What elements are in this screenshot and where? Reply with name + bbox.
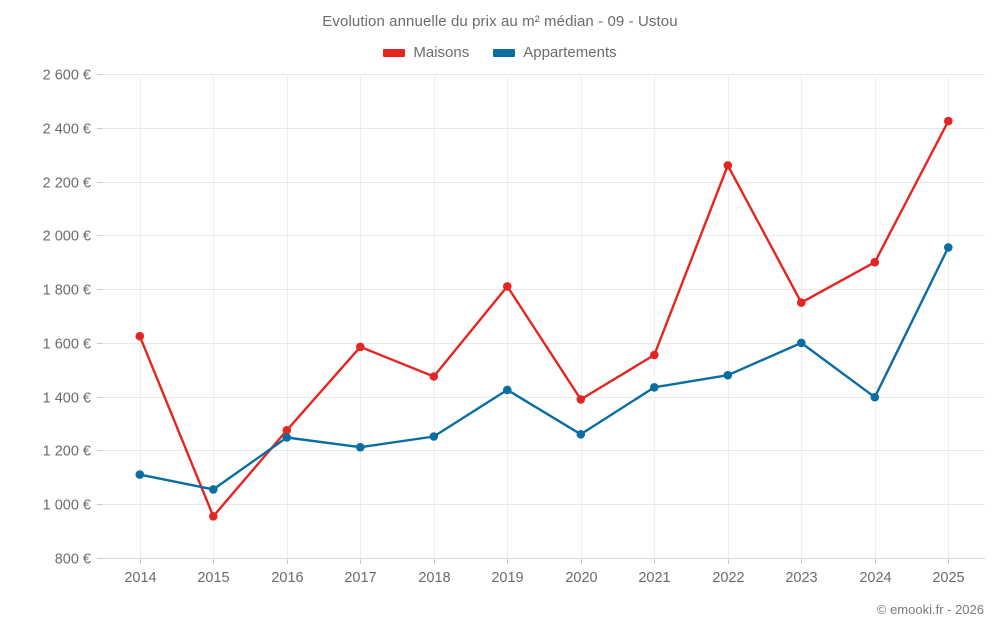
x-axis-label: 2023 bbox=[785, 570, 817, 586]
y-axis-label: 1 600 € bbox=[43, 337, 91, 353]
x-axis-label: 2021 bbox=[638, 570, 670, 586]
data-point-maisons-2018[interactable] bbox=[429, 372, 439, 381]
chart-title: Evolution annuelle du prix au m² médian … bbox=[322, 13, 678, 30]
data-point-maisons-2015[interactable] bbox=[209, 512, 218, 521]
credit-text: © emooki.fr - 2026 bbox=[876, 602, 984, 617]
y-axis-label: 1 800 € bbox=[43, 283, 91, 299]
legend-label-maisons: Maisons bbox=[413, 44, 470, 61]
data-point-maisons-2024[interactable] bbox=[870, 257, 880, 267]
y-axis-label: 2 400 € bbox=[43, 122, 91, 138]
chart-legend: Maisons Appartements bbox=[0, 44, 1000, 61]
data-point-appartements-2021[interactable] bbox=[650, 383, 659, 392]
y-axis-label: 1 000 € bbox=[43, 498, 91, 514]
legend-label-appartements: Appartements bbox=[523, 44, 617, 61]
data-point-appartements-2014[interactable] bbox=[135, 470, 145, 479]
data-point-appartements-2018[interactable] bbox=[429, 432, 439, 441]
data-point-maisons-2016[interactable] bbox=[282, 426, 292, 435]
x-axis-label: 2017 bbox=[344, 570, 376, 586]
data-point-maisons-2023[interactable] bbox=[797, 298, 806, 307]
x-axis-label: 2020 bbox=[565, 570, 597, 586]
series-line-appartements bbox=[138, 246, 950, 491]
legend-item-maisons[interactable]: Maisons bbox=[383, 44, 469, 61]
x-axis-label: 2019 bbox=[491, 570, 523, 586]
y-axis-label: 800 € bbox=[55, 552, 91, 568]
x-axis-label: 2015 bbox=[197, 570, 229, 586]
legend-item-appartements[interactable]: Appartements bbox=[493, 44, 617, 61]
x-axis-label: 2016 bbox=[271, 570, 303, 586]
y-axis-label: 1 200 € bbox=[43, 444, 91, 460]
y-axis-label: 2 200 € bbox=[43, 176, 91, 192]
data-point-appartements-2019[interactable] bbox=[503, 385, 512, 395]
data-point-appartements-2017[interactable] bbox=[356, 442, 365, 452]
y-axis-label: 2 000 € bbox=[43, 229, 91, 245]
x-axis-label: 2024 bbox=[859, 570, 891, 586]
legend-swatch-maisons bbox=[383, 48, 406, 57]
data-point-appartements-2020[interactable] bbox=[576, 430, 586, 439]
y-axis-label: 2 600 € bbox=[43, 68, 91, 84]
y-axis-label: 1 400 € bbox=[43, 391, 91, 407]
x-axis-label: 2022 bbox=[712, 570, 744, 586]
data-point-maisons-2020[interactable] bbox=[576, 395, 586, 404]
data-point-maisons-2014[interactable] bbox=[135, 331, 145, 341]
data-point-maisons-2017[interactable] bbox=[356, 342, 365, 352]
x-axis-label: 2018 bbox=[418, 570, 450, 586]
data-point-appartements-2015[interactable] bbox=[209, 485, 218, 494]
data-point-appartements-2025[interactable] bbox=[944, 243, 953, 252]
data-point-appartements-2022[interactable] bbox=[723, 370, 733, 380]
data-point-maisons-2022[interactable] bbox=[723, 161, 733, 170]
x-axis-label: 2025 bbox=[932, 570, 964, 586]
data-point-maisons-2025[interactable] bbox=[944, 116, 953, 126]
data-point-appartements-2023[interactable] bbox=[797, 338, 806, 348]
data-point-maisons-2019[interactable] bbox=[503, 282, 512, 291]
data-point-appartements-2016[interactable] bbox=[282, 433, 292, 442]
legend-swatch-appartements bbox=[493, 48, 516, 57]
x-axis-label: 2014 bbox=[124, 570, 156, 586]
data-point-maisons-2021[interactable] bbox=[650, 350, 659, 360]
series-line-maisons bbox=[138, 119, 950, 518]
data-point-appartements-2024[interactable] bbox=[870, 392, 880, 402]
